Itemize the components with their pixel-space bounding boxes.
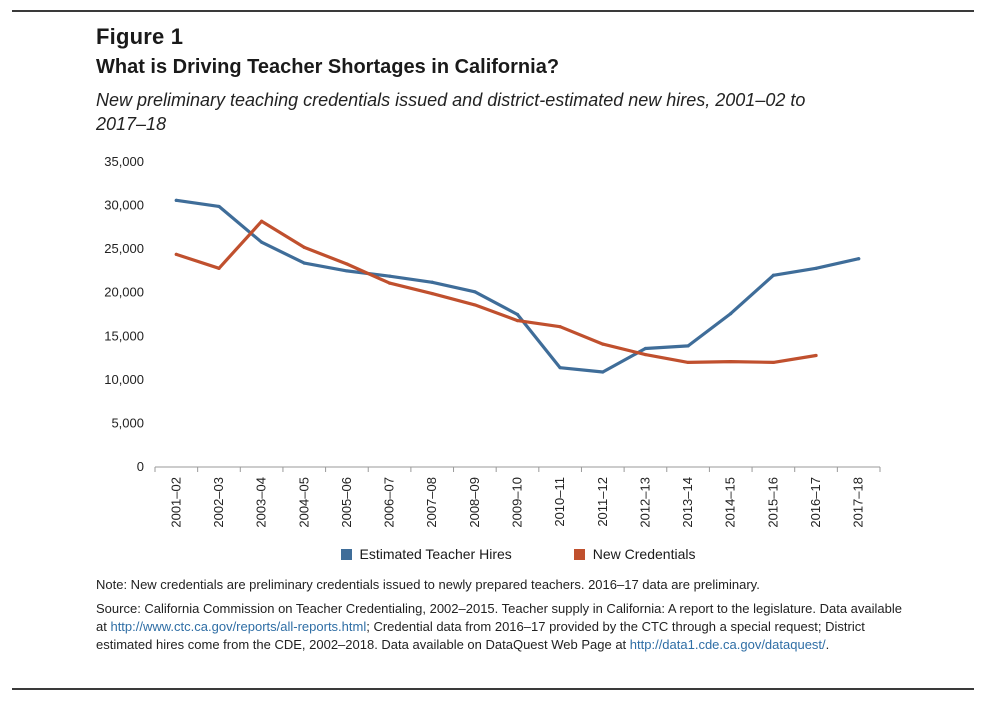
y-tick-label: 20,000	[104, 285, 144, 300]
data-point	[771, 273, 775, 277]
data-point	[814, 353, 818, 358]
y-axis: 35,000 30,000 25,000 20,000 15,000 10,000 5,00…	[104, 154, 144, 474]
legend-swatch-hires	[340, 548, 352, 560]
source-link-ctc[interactable]: http://www.ctc.ca.gov/reports/all-report…	[110, 619, 367, 634]
data-point	[430, 280, 434, 284]
data-point	[260, 240, 264, 244]
data-point	[217, 266, 221, 270]
series-lines	[174, 198, 861, 374]
data-point	[217, 204, 221, 209]
legend-item-credentials: New Credentials	[573, 546, 696, 562]
x-tick-label: 2003–04	[254, 477, 269, 528]
chart-subtitle: New preliminary teaching credentials iss…	[96, 90, 806, 134]
y-tick-label: 10,000	[104, 372, 144, 387]
data-point	[473, 303, 477, 307]
y-tick-label: 15,000	[104, 328, 144, 343]
x-tick-label: 2017–18	[851, 477, 866, 528]
series-line-estimated-teacher-hires	[174, 198, 861, 374]
bottom-rule	[12, 688, 974, 690]
x-tick-label: 2012–13	[637, 477, 652, 528]
x-tick-label: 2008–09	[467, 477, 482, 528]
chart-title: What is Driving Teacher Shortages in Cal…	[96, 56, 560, 78]
data-point	[473, 290, 477, 294]
x-tick-label: 2011–12	[595, 477, 610, 527]
data-point	[345, 269, 349, 273]
data-point	[857, 257, 861, 261]
data-point	[729, 312, 733, 316]
data-point	[260, 219, 264, 223]
legend-label-hires: Estimated Teacher Hires	[359, 546, 512, 562]
data-point	[174, 252, 178, 256]
data-point	[302, 245, 306, 249]
x-tick-label: 2002–03	[211, 477, 226, 528]
legend: Estimated Teacher Hires New Credentials	[0, 546, 1000, 562]
data-point	[515, 312, 520, 317]
data-point	[174, 198, 178, 202]
data-point	[302, 261, 306, 265]
figure-label: Figure 1	[96, 24, 184, 49]
data-point	[643, 346, 648, 351]
x-tick-label: 2014–15	[723, 477, 738, 528]
legend-item-hires: Estimated Teacher Hires	[340, 546, 512, 562]
data-point	[814, 266, 818, 270]
x-tick-label: 2005–06	[339, 477, 354, 528]
data-point	[430, 291, 434, 296]
x-axis: 2001–02 2002–03 2003–04 2004–05 2005–06 2006–…	[168, 477, 865, 528]
x-tick-label: 2015–16	[765, 477, 780, 528]
axis-lines	[154, 466, 881, 472]
source-text-1: Source: California Commission on Teacher…	[96, 601, 902, 634]
data-point	[771, 360, 775, 365]
y-tick-label: 5,000	[111, 415, 144, 430]
y-tick-label: 0	[137, 459, 144, 474]
series-line-new-credentials	[174, 219, 818, 364]
data-point	[686, 360, 690, 365]
x-tick-label: 2006–07	[382, 477, 397, 528]
top-rule	[12, 10, 974, 12]
data-point	[515, 319, 520, 323]
data-point	[558, 325, 562, 329]
x-tick-label: 2009–10	[510, 477, 525, 528]
data-point	[686, 344, 690, 348]
data-point	[643, 352, 648, 357]
chart-note: Note: New credentials are preliminary cr…	[96, 577, 760, 592]
x-tick-label: 2010–11	[552, 477, 567, 527]
x-tick-label: 2001–02	[168, 477, 183, 528]
source-text-2: ; Credential data from 2016–17 provided …	[96, 619, 865, 652]
source-text-3: .	[825, 637, 830, 652]
data-point	[387, 281, 392, 285]
y-tick-label: 30,000	[104, 198, 144, 213]
legend-label-credentials: New Credentials	[592, 546, 696, 562]
x-tick-label: 2004–05	[296, 477, 311, 528]
data-point	[345, 262, 349, 266]
y-tick-label: 35,000	[104, 154, 144, 169]
data-point	[601, 370, 605, 374]
x-tick-label: 2016–17	[808, 477, 823, 528]
x-tick-label: 2007–08	[424, 477, 439, 528]
data-point	[729, 359, 733, 364]
source-link-dataquest[interactable]: http://data1.cde.ca.gov/dataquest/	[629, 637, 826, 652]
chart-source: Source: California Commission on Teacher…	[96, 600, 916, 654]
data-point	[558, 366, 562, 370]
data-point	[387, 274, 392, 278]
data-point	[601, 342, 605, 346]
x-tick-label: 2013–14	[680, 477, 695, 528]
legend-swatch-credentials	[573, 548, 585, 560]
y-tick-label: 25,000	[104, 241, 144, 256]
